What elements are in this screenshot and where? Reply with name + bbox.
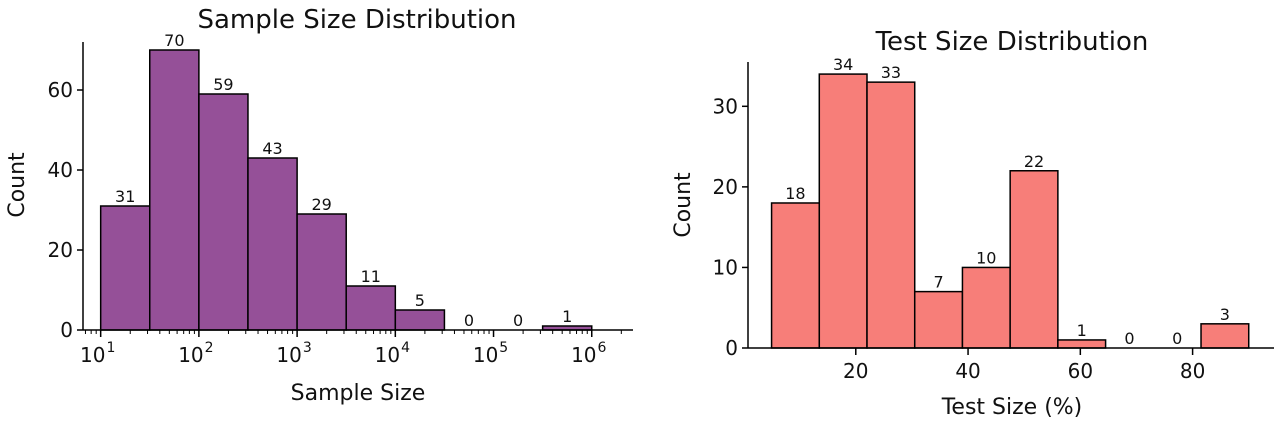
data-label: 33 <box>881 63 901 82</box>
chart-title: Sample Size Distribution <box>197 5 516 35</box>
data-label: 0 <box>1172 329 1182 348</box>
data-label: 43 <box>262 139 282 158</box>
x-tick-label: 101 <box>80 340 115 367</box>
data-label: 5 <box>415 291 425 310</box>
data-label: 7 <box>933 273 943 292</box>
chart-title: Test Size Distribution <box>875 27 1149 57</box>
bar <box>1057 339 1107 349</box>
x-tick-label: 105 <box>473 340 508 367</box>
data-label: 1 <box>562 307 572 326</box>
y-axis-label: Count <box>671 172 696 238</box>
bar <box>149 49 200 331</box>
data-label: 18 <box>785 184 805 203</box>
y-tick-label: 20 <box>713 175 738 199</box>
bar <box>770 202 821 349</box>
data-label: 29 <box>311 195 331 214</box>
data-label: 70 <box>164 31 184 50</box>
x-axis-label: Sample Size <box>291 381 426 406</box>
bar <box>394 309 446 331</box>
data-label: 0 <box>1124 329 1134 348</box>
data-label: 59 <box>213 75 233 94</box>
x-tick-label: 104 <box>375 340 410 367</box>
y-axis-label: Count <box>5 152 30 218</box>
x-tick-label: 40 <box>955 359 980 383</box>
data-label: 0 <box>513 311 523 330</box>
bar <box>913 290 964 349</box>
data-label: 31 <box>115 187 135 206</box>
x-tick-label: 106 <box>571 340 606 367</box>
y-tick-label: 60 <box>48 78 73 102</box>
y-ticks: 0 20 40 60 <box>48 78 83 342</box>
bar <box>961 266 1011 349</box>
data-label: 3 <box>1220 305 1230 324</box>
x-tick-label: 80 <box>1180 359 1205 383</box>
y-tick-label: 0 <box>725 336 738 360</box>
bar <box>99 205 151 331</box>
y-tick-label: 30 <box>713 94 738 118</box>
x-ticks: 101 102 103 104 105 106 <box>80 330 622 367</box>
bar <box>345 285 397 331</box>
y-ticks: 0 10 20 30 <box>713 94 748 360</box>
data-label: 1 <box>1077 321 1087 340</box>
bar <box>247 157 298 331</box>
y-tick-label: 10 <box>713 255 738 279</box>
data-labels: 31 70 59 43 29 11 5 0 0 1 <box>115 31 572 330</box>
y-tick-label: 20 <box>48 238 73 262</box>
y-tick-label: 40 <box>48 158 73 182</box>
data-label: 0 <box>464 311 474 330</box>
x-tick-label: 103 <box>276 340 311 367</box>
bar <box>866 81 916 349</box>
bar <box>296 213 347 331</box>
bar <box>198 93 249 331</box>
x-ticks: 20 40 60 80 <box>843 348 1205 383</box>
bar <box>818 73 868 349</box>
data-label: 11 <box>361 267 381 286</box>
data-label: 10 <box>976 248 996 267</box>
y-tick-label: 0 <box>60 318 73 342</box>
x-tick-label: 20 <box>843 359 868 383</box>
bar <box>1200 323 1250 349</box>
data-label: 34 <box>833 55 853 74</box>
x-axis-label: Test Size (%) <box>941 395 1083 420</box>
bars <box>99 49 593 331</box>
bars <box>770 73 1250 349</box>
data-label: 22 <box>1024 152 1044 171</box>
x-tick-label: 60 <box>1068 359 1093 383</box>
x-tick-label: 102 <box>178 340 213 367</box>
bar <box>1009 170 1059 349</box>
